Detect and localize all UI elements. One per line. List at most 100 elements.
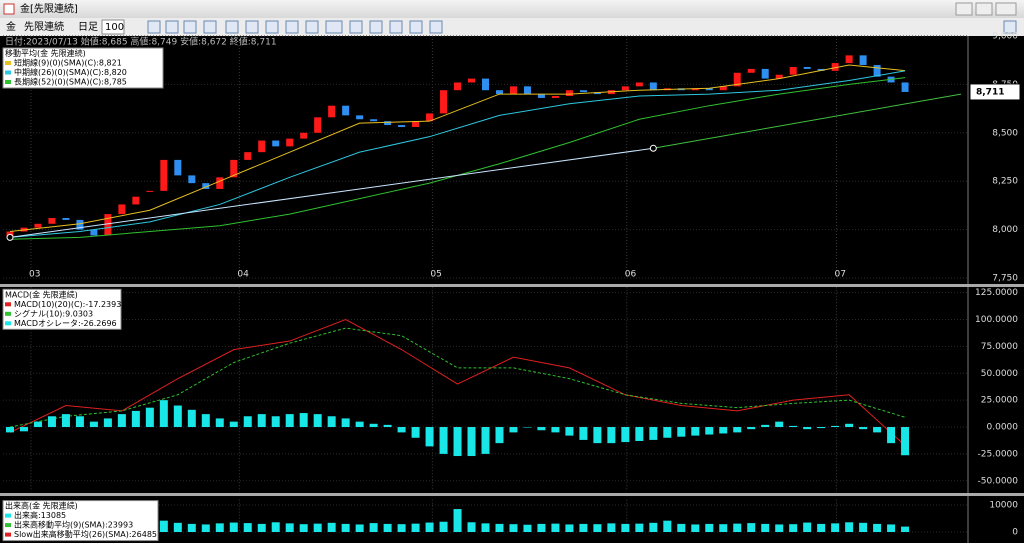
bar — [215, 418, 224, 428]
legend-box — [2, 288, 122, 330]
candle-body — [817, 68, 825, 71]
candle-body — [523, 86, 531, 95]
candle-body — [593, 92, 601, 95]
bar — [173, 405, 182, 428]
tool-icon[interactable] — [349, 20, 363, 34]
window-buttons[interactable] — [955, 2, 1017, 16]
bar — [159, 520, 168, 532]
tool-icon[interactable] — [225, 20, 239, 34]
tool-icon[interactable] — [245, 20, 259, 34]
legend-swatch — [5, 513, 11, 518]
candle-body — [901, 82, 909, 92]
candle-body — [719, 86, 727, 91]
bar — [131, 410, 140, 428]
legend-swatch — [5, 523, 11, 528]
last-price-label: 8,711 — [976, 87, 1004, 97]
bar — [257, 523, 266, 532]
tool-icon[interactable] — [429, 20, 443, 34]
period-select[interactable]: 日足 — [78, 21, 98, 33]
legend-title: MACD(金 先限連続) — [5, 289, 78, 299]
bar — [495, 523, 504, 532]
bar — [859, 522, 868, 532]
tool-icon[interactable] — [389, 20, 403, 34]
tool-icon[interactable] — [147, 20, 161, 34]
indicator-line — [9, 77, 906, 240]
tool-icon[interactable] — [369, 20, 383, 34]
maximize-button[interactable] — [975, 2, 993, 16]
bar — [719, 524, 728, 532]
tool-icon[interactable] — [325, 20, 343, 34]
bar — [663, 427, 672, 438]
candle-body — [705, 88, 713, 91]
y-tick-label: 10000 — [989, 501, 1018, 511]
tool-icon[interactable] — [265, 20, 279, 34]
legend-entry: Slow出来高移動平均(26)(SMA):26485 — [14, 529, 157, 539]
candle-body — [551, 96, 559, 98]
bar — [481, 523, 490, 532]
tool-icon[interactable] — [183, 20, 197, 34]
tool-icon[interactable] — [285, 20, 299, 34]
bar — [803, 427, 812, 430]
title-bar — [0, 0, 1024, 18]
info-line: 日付:2023/07/13 始値:8,685 高値:8,749 安値:8,672… — [5, 36, 277, 48]
candle-body — [579, 90, 587, 93]
tool-icon[interactable] — [165, 20, 179, 34]
y-tick-label: 9,000 — [992, 32, 1018, 42]
candle-body — [90, 229, 98, 236]
y-tick-label: 75.0000 — [981, 342, 1018, 352]
candle-body — [76, 219, 84, 230]
y-tick-label: 125.0000 — [975, 288, 1018, 298]
y-tick-label: 8,250 — [992, 177, 1018, 187]
bar — [439, 427, 448, 454]
panel-divider — [0, 493, 1024, 496]
indicator-line — [9, 64, 906, 233]
candle-body — [565, 90, 573, 97]
toolbar-icons[interactable] — [147, 20, 1017, 34]
candle-body — [314, 117, 322, 133]
legend-entry: 長期線(52)(0)(SMA)(C):8,785 — [14, 77, 127, 87]
candle-body — [747, 68, 755, 73]
bar — [649, 522, 658, 532]
count-value[interactable]: 100 — [105, 22, 124, 33]
candle-body — [775, 74, 783, 79]
bar — [327, 522, 336, 532]
candle-body — [691, 88, 699, 91]
bar — [75, 416, 84, 428]
tool-icon[interactable] — [305, 20, 319, 34]
candle-body — [216, 177, 224, 189]
candle-body — [34, 223, 42, 228]
bar — [607, 523, 616, 532]
candle-body — [202, 183, 210, 189]
legend-swatch — [5, 61, 11, 65]
last-price-box — [969, 83, 1021, 101]
y-tick-label: 0.0000 — [987, 423, 1019, 433]
bar — [159, 400, 168, 428]
bar — [691, 427, 700, 436]
window-title: 金[先限連続] — [20, 2, 78, 15]
candle-body — [356, 115, 364, 120]
candle-body — [845, 55, 853, 64]
candle-body — [454, 82, 462, 91]
y-tick-label: 7,750 — [992, 274, 1018, 284]
count-input[interactable] — [101, 19, 125, 35]
bar — [887, 427, 896, 444]
tool-icon[interactable] — [203, 20, 217, 34]
bar — [691, 524, 700, 532]
tool-icon[interactable] — [1003, 20, 1017, 34]
y-tick-label: 25.0000 — [981, 396, 1018, 406]
bar — [705, 523, 714, 532]
legend-entry: 中期線(26)(0)(SMA)(C):8,820 — [14, 67, 127, 77]
bar — [271, 416, 280, 428]
bar — [817, 523, 826, 532]
close-button[interactable] — [995, 2, 1017, 16]
tool-icon[interactable] — [409, 20, 423, 34]
bar — [621, 427, 630, 443]
minimize-button[interactable] — [955, 2, 973, 16]
chart-background — [0, 36, 1024, 543]
candle-body — [132, 196, 140, 205]
legend-entry: MACDオシレータ:-26.2696 — [14, 319, 117, 328]
legend-entry: 出来高:13085 — [14, 510, 66, 520]
legend-entry: シグナル(10):9.0303 — [14, 308, 93, 318]
bar — [453, 427, 462, 457]
contract-label[interactable]: 先限連続 — [24, 20, 64, 33]
